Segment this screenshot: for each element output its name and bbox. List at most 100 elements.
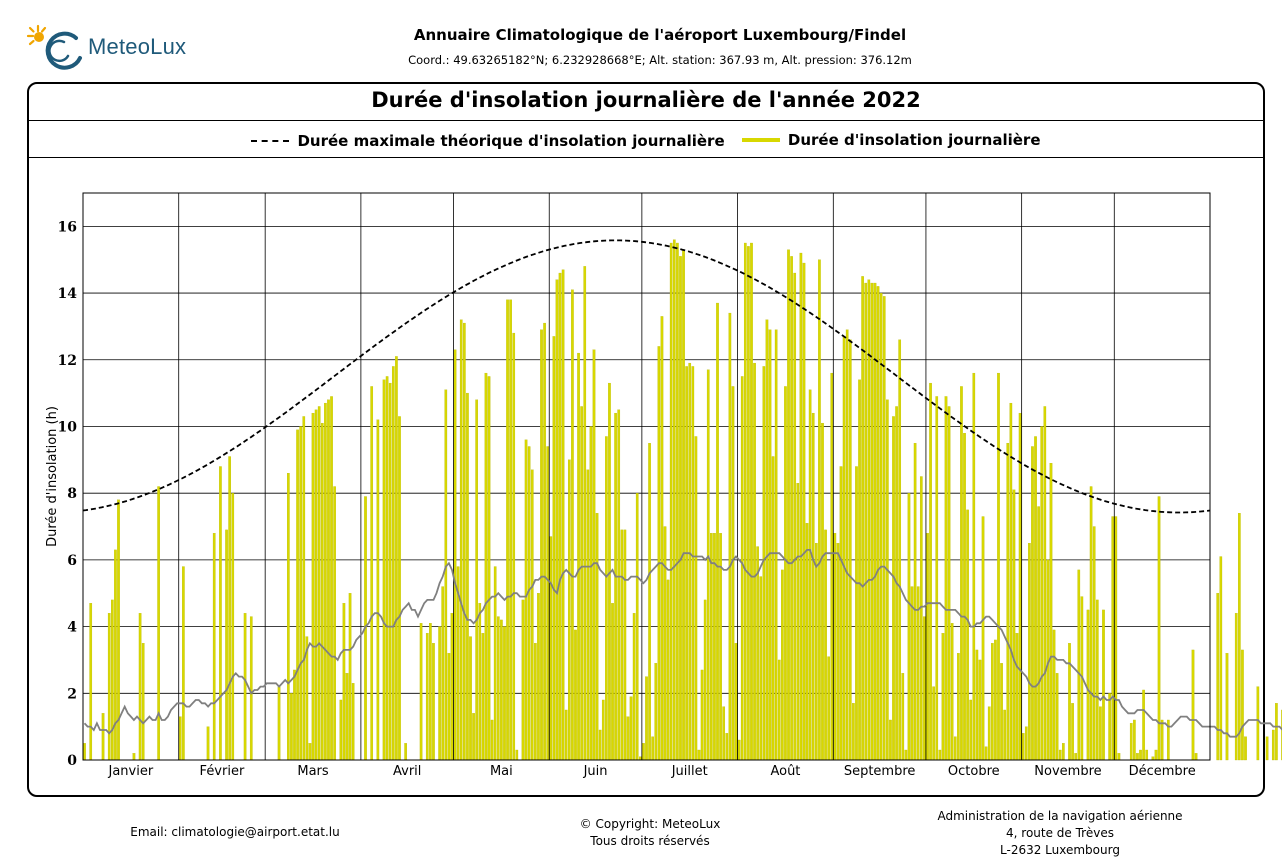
sunshine-bar [1077, 569, 1081, 761]
sunshine-bar [212, 533, 216, 761]
sunshine-bar [682, 249, 685, 761]
sunshine-bar [558, 272, 562, 761]
x-tick-label: Mars [297, 764, 329, 779]
sunshine-bar [821, 422, 824, 761]
sunshine-bar [842, 336, 846, 761]
sunshine-bar [219, 466, 222, 761]
sunshine-bar [845, 329, 849, 761]
sunshine-bar [703, 599, 707, 761]
legend-item-daily: Durée d'insolation journalière [741, 131, 1041, 149]
sunshine-bar [299, 426, 303, 761]
sunshine-bar [546, 446, 550, 761]
y-tick-label: 0 [67, 753, 77, 769]
sunshine-bar [901, 673, 905, 761]
sunshine-bar [345, 673, 349, 761]
sunshine-bar [534, 643, 537, 761]
sunshine-bar [997, 372, 1000, 761]
sunshine-bar [923, 616, 926, 761]
sunshine-bar [1092, 526, 1096, 761]
sunshine-bar [583, 266, 587, 761]
meteolux-logo[interactable]: MeteoLux [24, 22, 204, 74]
sunshine-bar [818, 259, 821, 761]
sunshine-bar [1089, 486, 1093, 761]
sunshine-bar [487, 376, 491, 761]
sunshine-bar [231, 493, 235, 761]
sunshine-bar [463, 322, 466, 761]
sunshine-bar [478, 603, 482, 761]
sunshine-bar [1191, 649, 1195, 761]
sunshine-bar [975, 649, 979, 761]
sunshine-bar [438, 626, 441, 761]
station-coordinates: Coord.: 49.63265182°N; 6.232928668°E; Al… [408, 53, 912, 67]
sunshine-bar [957, 653, 960, 761]
sunshine-bar [589, 426, 593, 761]
sunshine-bar [450, 613, 454, 761]
sunshine-bar [1102, 609, 1105, 761]
sunshine-bar [700, 669, 704, 761]
sunshine-bar [750, 242, 753, 761]
sunshine-bar [1160, 719, 1164, 761]
footer-address: Administration de la navigation aérienne… [920, 808, 1200, 859]
max-theoretical-line [82, 239, 1211, 514]
sunshine-bar [83, 743, 86, 761]
sunshine-bar [330, 396, 333, 761]
sunshine-bar [645, 676, 648, 761]
x-tick-label: Décembre [1129, 764, 1196, 779]
admin-name: Administration de la navigation aérienne [937, 809, 1183, 823]
sunshine-bar [1028, 543, 1031, 761]
contact-email[interactable]: Email: climatologie@airport.etat.lu [130, 825, 340, 839]
sunshine-bar [805, 523, 809, 761]
sunshine-bar [1194, 753, 1198, 761]
sunshine-bar [141, 643, 145, 761]
sunshine-bar [1225, 653, 1229, 761]
sunshine-bar [1062, 743, 1065, 761]
sunshine-bar [913, 442, 917, 761]
sunshine-bar [277, 686, 281, 761]
sunshine-bar [1265, 736, 1269, 761]
sunshine-bar [1037, 506, 1040, 761]
sunshine-bar [756, 546, 759, 761]
sunshine-bar [564, 709, 568, 761]
sunshine-bar [811, 412, 815, 761]
sunshine-bar [290, 693, 293, 761]
sunshine-bar [873, 282, 877, 761]
legend-label-max: Durée maximale théorique d'insolation jo… [297, 132, 725, 150]
sunshine-bar [1275, 703, 1278, 761]
sunshine-bar [932, 686, 935, 761]
sunshine-bar [657, 346, 661, 761]
sunshine-bar [1244, 736, 1247, 761]
sunshine-bar [1111, 516, 1115, 761]
sunshine-bar [1055, 673, 1059, 761]
sunshine-bar [960, 386, 963, 761]
sunshine-bar [697, 749, 701, 761]
sunshine-bar [101, 713, 105, 761]
sunshine-bar [561, 269, 565, 761]
sunshine-bar [784, 386, 787, 761]
sunshine-bar [981, 516, 985, 761]
sunshine-bar [592, 349, 596, 761]
sunshine-bar [549, 536, 553, 761]
sunshine-bar [706, 369, 710, 761]
x-tick-label: Janvier [108, 764, 154, 779]
sunshine-bar [1241, 649, 1244, 761]
x-tick-label: Mai [490, 764, 513, 779]
sunshine-bar [1238, 513, 1241, 761]
sunshine-bar [685, 366, 688, 761]
sunshine-bar [1003, 709, 1006, 761]
sunshine-bar [1049, 463, 1053, 761]
sunshine-bar [503, 626, 506, 761]
sunshine-bar [771, 456, 775, 761]
sunshine-bar [848, 339, 852, 761]
sunshine-bar [1043, 406, 1047, 761]
sunshine-bar [919, 476, 923, 761]
sunshine-bar [728, 312, 732, 761]
sunshine-bar [1157, 496, 1161, 761]
sunshine-bar [966, 509, 969, 761]
sunshine-bar [790, 256, 793, 761]
sunshine-bar [666, 579, 670, 761]
sunshine-bar [774, 329, 778, 761]
x-tick-label: Septembre [844, 764, 916, 779]
y-tick-label: 8 [67, 486, 77, 502]
sunshine-bar [867, 279, 871, 761]
sunshine-bar [484, 372, 488, 761]
